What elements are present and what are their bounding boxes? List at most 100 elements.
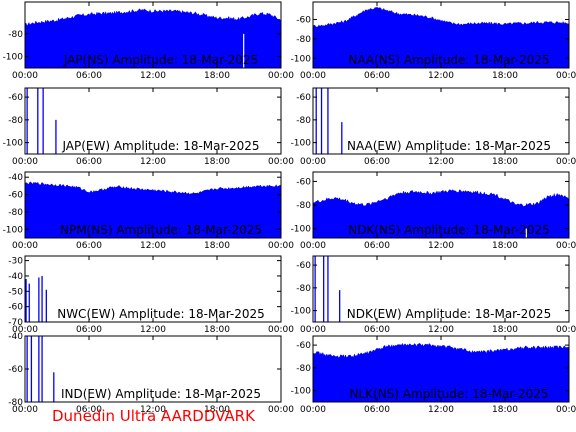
x-tick-label: 18:00 (204, 241, 230, 251)
x-tick-label: 06:00 (76, 241, 102, 251)
y-tick-label: -40 (8, 272, 23, 282)
y-tick-label: -80 (8, 208, 23, 218)
x-tick-label: 00:00 (300, 325, 326, 335)
y-tick-label: -60 (296, 15, 311, 25)
y-tick-label: -100 (291, 54, 312, 64)
x-tick-label: 06:00 (76, 325, 102, 335)
series-fill (313, 342, 569, 402)
y-tick-label: -80 (8, 116, 23, 126)
plot-area (313, 342, 569, 402)
panel-9: -60 -80 -100 00:00 06:00 12:00 18:00 00:00 NLK(N… (291, 335, 576, 415)
series-fill (25, 8, 281, 68)
plot-area (26, 336, 55, 402)
y-tick-label: -60 (8, 365, 23, 375)
panel-title: JAP(EW) Amplitude: 18-Mar-2025 (61, 139, 259, 153)
x-tick-label: 00:00 (268, 325, 294, 335)
panel-0: -80 -100 00:00 06:00 12:00 18:00 00:00 JAP(NS) … (3, 1, 294, 81)
plot-area (26, 88, 57, 154)
x-tick-label: 00:00 (556, 405, 576, 415)
panel-3: -60 -80 -100 00:00 06:00 12:00 18:00 00:00 NAA(E… (291, 87, 576, 167)
x-tick-label: 18:00 (204, 325, 230, 335)
y-tick-label: -100 (3, 139, 24, 149)
x-tick-label: 00:00 (268, 241, 294, 251)
footer-label: Dunedin Ultra AARDDVARK (52, 407, 255, 425)
x-tick-label: 18:00 (492, 405, 518, 415)
x-tick-label: 00:00 (268, 157, 294, 167)
y-tick-label: -60 (296, 93, 311, 103)
x-tick-label: 18:00 (204, 157, 230, 167)
x-tick-label: 12:00 (140, 405, 166, 415)
y-tick-label: -100 (291, 139, 312, 149)
x-tick-label: 00:00 (300, 405, 326, 415)
panel-title: NWC(EW) Amplitude: 18-Mar-2025 (57, 307, 265, 321)
panel-5: -60 -80 -100 00:00 06:00 12:00 18:00 00:00 NDK(N… (291, 171, 576, 251)
series-fill (313, 6, 569, 68)
y-tick-label: -100 (291, 387, 312, 397)
x-tick-label: 12:00 (428, 157, 454, 167)
x-tick-label: 18:00 (492, 157, 518, 167)
panel-title: JAP(NS) Amplitude: 18-Mar-2025 (63, 53, 258, 67)
y-tick-label: -100 (291, 225, 312, 235)
panel-title: NDK(EW) Amplitude: 18-Mar-2025 (347, 307, 551, 321)
x-tick-label: 00:00 (300, 71, 326, 81)
x-tick-label: 00:00 (268, 71, 294, 81)
y-tick-label: -60 (8, 303, 23, 313)
x-tick-label: 00:00 (12, 241, 38, 251)
y-tick-label: -100 (3, 53, 24, 63)
plot-area (25, 181, 281, 238)
plot-area (315, 88, 343, 154)
x-tick-label: 18:00 (492, 71, 518, 81)
y-tick-label: -80 (8, 30, 23, 40)
y-tick-label: -60 (296, 261, 311, 271)
x-tick-label: 06:00 (76, 157, 102, 167)
panel-7: -60 -80 -100 00:00 06:00 12:00 18:00 00:00 NDK(E… (291, 255, 576, 335)
plot-area (313, 189, 569, 238)
x-tick-label: 12:00 (140, 325, 166, 335)
y-tick-label: -70 (8, 318, 23, 328)
x-tick-label: 06:00 (364, 157, 390, 167)
y-tick-label: -60 (296, 177, 311, 187)
panel-title: NAA(NS) Amplitude: 18-Mar-2025 (348, 53, 549, 67)
y-tick-label: -80 (296, 364, 311, 374)
panel-title: NLK(NS) Amplitude: 18-Mar-2025 (350, 387, 549, 401)
x-tick-label: 00:00 (12, 157, 38, 167)
x-tick-label: 00:00 (556, 71, 576, 81)
panel-4: -40 -60 -80 -100 00:00 06:00 12:00 18:00 00:00 NP… (3, 171, 294, 251)
panel-title: IND(EW) Amplitude: 18-Mar-2025 (61, 387, 261, 401)
panel-1: -60 -80 -100 00:00 06:00 12:00 18:00 00:00 NAA(N… (291, 1, 576, 81)
y-tick-label: -40 (8, 173, 23, 183)
x-tick-label: 18:00 (492, 325, 518, 335)
x-tick-label: 00:00 (300, 241, 326, 251)
panel-title: NPM(NS) Amplitude: 18-Mar-2025 (60, 223, 262, 237)
y-tick-label: -60 (8, 93, 23, 103)
x-tick-label: 06:00 (364, 325, 390, 335)
y-tick-label: -40 (8, 332, 23, 342)
x-tick-label: 12:00 (140, 241, 166, 251)
y-tick-label: -50 (8, 287, 23, 297)
y-tick-label: -60 (8, 191, 23, 201)
x-tick-label: 00:00 (12, 325, 38, 335)
panel-2: -60 -80 -100 00:00 06:00 12:00 18:00 00:00 JAP(E… (3, 87, 294, 167)
x-tick-label: 00:00 (300, 157, 326, 167)
plot-area (25, 8, 281, 68)
x-tick-label: 00:00 (12, 71, 38, 81)
x-tick-label: 06:00 (364, 405, 390, 415)
x-tick-label: 00:00 (556, 325, 576, 335)
x-tick-label: 12:00 (428, 325, 454, 335)
x-tick-label: 18:00 (492, 241, 518, 251)
x-tick-label: 06:00 (364, 71, 390, 81)
y-tick-label: -100 (3, 225, 24, 235)
plot-area (314, 256, 341, 322)
x-tick-label: 00:00 (556, 241, 576, 251)
y-tick-label: -100 (291, 307, 312, 317)
series-fill (313, 189, 569, 238)
x-tick-label: 18:00 (204, 71, 230, 81)
x-tick-label: 12:00 (428, 71, 454, 81)
y-tick-label: -80 (296, 116, 311, 126)
y-tick-label: -60 (296, 341, 311, 351)
y-tick-label: -30 (8, 257, 23, 267)
plot-area (25, 275, 47, 322)
